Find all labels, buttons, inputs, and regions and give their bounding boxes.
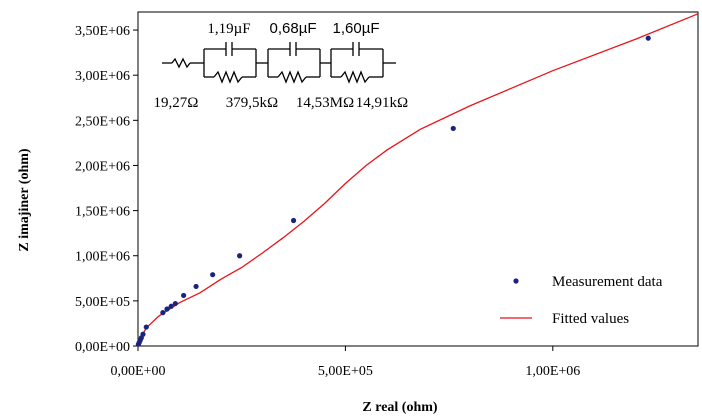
legend-marker-measurement — [513, 278, 519, 284]
resistor-series-label: 19,27Ω — [154, 95, 199, 111]
x-tick-label: 1,00E+06 — [525, 364, 580, 379]
legend-label-measurement: Measurement data — [552, 274, 663, 290]
fitted-series — [137, 13, 699, 347]
x-tick-label: 5,00E+05 — [318, 364, 373, 379]
x-axis-label: Z real (ohm) — [362, 400, 438, 415]
y-tick-label: 3,50E+06 — [75, 24, 130, 39]
resistor-2-symbol — [277, 70, 307, 84]
legend: Measurement data Fitted values — [500, 274, 663, 327]
measurement-point — [210, 272, 216, 278]
resistor-3-label: 14,91kΩ — [356, 95, 408, 111]
y-tick-label: 5,00E+05 — [75, 295, 130, 310]
axes: 0,00E+00 5,00E+05 1,00E+06 1,50E+06 2,00E+06… — [75, 24, 580, 379]
y-tick-label: 2,50E+06 — [75, 114, 130, 129]
measurement-point — [290, 217, 297, 224]
y-tick-label: 1,00E+06 — [75, 250, 130, 265]
resistor-3-symbol — [340, 70, 370, 84]
measurement-point — [645, 35, 651, 41]
measurement-point — [140, 331, 146, 337]
y-axis-label: Z imajiner (ohm) — [17, 148, 32, 252]
equivalent-circuit — [162, 42, 396, 84]
measurement-point — [181, 292, 187, 299]
measurement-point — [164, 306, 170, 312]
capacitor-1-label: 1,19µF — [207, 21, 250, 37]
y-tick-label: 2,00E+06 — [75, 159, 130, 174]
resistor-1-symbol — [213, 70, 243, 84]
y-tick-label: 3,00E+06 — [75, 69, 130, 84]
capacitor-2-label: 0,68µF — [270, 20, 317, 37]
measurement-point — [450, 125, 456, 132]
resistor-1-label: 379,5kΩ — [226, 95, 278, 111]
y-tick-label: 0,00E+00 — [75, 340, 130, 355]
x-tick-label: 0,00E+00 — [111, 364, 166, 379]
plot-area — [137, 11, 699, 347]
measurement-point — [160, 310, 166, 316]
series-resistor-symbol — [171, 57, 191, 69]
measurement-point — [193, 283, 199, 290]
measurement-point — [168, 303, 174, 309]
fitted-values-line — [137, 13, 699, 347]
legend-label-fitted: Fitted values — [552, 311, 629, 327]
measurement-point — [172, 300, 178, 307]
measurement-point — [143, 324, 149, 330]
capacitor-3-label: 1,60µF — [333, 20, 380, 37]
measurement-series — [135, 35, 651, 347]
y-tick-label: 1,50E+06 — [75, 205, 130, 220]
resistor-2-label: 14,53MΩ — [296, 95, 354, 111]
measurement-point — [237, 253, 243, 259]
